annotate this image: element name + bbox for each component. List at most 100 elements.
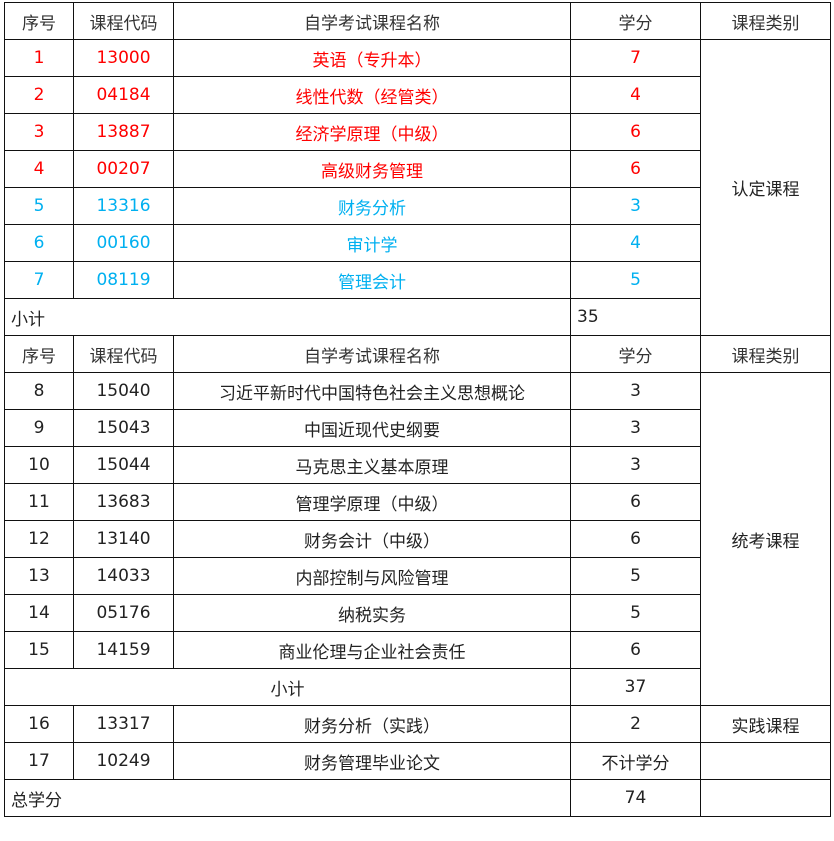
header-no: 序号 — [4, 335, 74, 373]
course-name: 财务分析 — [173, 187, 571, 225]
course-code: 13317 — [73, 705, 174, 743]
course-name: 中国近现代史纲要 — [173, 409, 571, 447]
course-credit: 6 — [570, 631, 701, 669]
course-row: 6 00160 审计学 4 — [4, 224, 831, 262]
thesis-row: 17 10249 财务管理毕业论文 不计学分 — [4, 742, 831, 780]
course-code: 14033 — [73, 557, 174, 595]
course-name: 管理学原理（中级） — [173, 483, 571, 521]
course-no: 8 — [4, 372, 74, 410]
course-code: 04184 — [73, 76, 174, 114]
course-no: 15 — [4, 631, 74, 669]
course-no: 5 — [4, 187, 74, 225]
course-credit: 5 — [570, 261, 701, 299]
header-name: 自学考试课程名称 — [173, 2, 571, 40]
total-category-empty — [700, 779, 831, 817]
course-credit: 不计学分 — [570, 742, 701, 780]
course-name: 管理会计 — [173, 261, 571, 299]
course-row: 5 13316 财务分析 3 — [4, 187, 831, 225]
course-no: 3 — [4, 113, 74, 151]
course-no: 7 — [4, 261, 74, 299]
course-code: 08119 — [73, 261, 174, 299]
course-credit: 7 — [570, 39, 701, 77]
course-no: 14 — [4, 594, 74, 632]
total-row: 总学分 74 — [4, 779, 831, 817]
course-name: 英语（专升本） — [173, 39, 571, 77]
subtotal-label: 小计 — [4, 298, 571, 336]
course-name: 经济学原理（中级） — [173, 113, 571, 151]
header-category: 课程类别 — [700, 2, 831, 40]
subtotal-row: 小计 35 — [4, 298, 831, 336]
course-no: 13 — [4, 557, 74, 595]
subtotal-row: 小计 37 — [4, 668, 831, 706]
header-code: 课程代码 — [73, 2, 174, 40]
course-no: 6 — [4, 224, 74, 262]
course-code: 15043 — [73, 409, 174, 447]
course-credit: 4 — [570, 76, 701, 114]
course-name: 线性代数（经管类） — [173, 76, 571, 114]
course-no: 4 — [4, 150, 74, 188]
course-row: 14 05176 纳税实务 5 — [4, 594, 831, 632]
course-credit: 6 — [570, 483, 701, 521]
course-code: 13000 — [73, 39, 174, 77]
course-code: 15040 — [73, 372, 174, 410]
course-credit: 3 — [570, 409, 701, 447]
course-no: 9 — [4, 409, 74, 447]
course-name: 纳税实务 — [173, 594, 571, 632]
course-name: 习近平新时代中国特色社会主义思想概论 — [173, 372, 571, 410]
course-credit: 6 — [570, 150, 701, 188]
header-row: 序号 课程代码 自学考试课程名称 学分 课程类别 — [4, 2, 831, 40]
course-no: 17 — [4, 742, 74, 780]
course-credit: 3 — [570, 187, 701, 225]
course-name: 财务会计（中级） — [173, 520, 571, 558]
course-category: 统考课程 — [700, 372, 831, 706]
course-credit: 4 — [570, 224, 701, 262]
course-code: 00160 — [73, 224, 174, 262]
subtotal-value: 35 — [570, 298, 701, 336]
course-row: 10 15044 马克思主义基本原理 3 — [4, 446, 831, 484]
course-code: 10249 — [73, 742, 174, 780]
subtotal-value: 37 — [570, 668, 701, 706]
practice-row: 16 13317 财务分析（实践） 2 实践课程 — [4, 705, 831, 743]
course-code: 05176 — [73, 594, 174, 632]
course-credit: 3 — [570, 446, 701, 484]
header-row: 序号 课程代码 自学考试课程名称 学分 课程类别 — [4, 335, 831, 373]
course-no: 12 — [4, 520, 74, 558]
course-credit: 6 — [570, 520, 701, 558]
course-name: 审计学 — [173, 224, 571, 262]
course-row: 11 13683 管理学原理（中级） 6 — [4, 483, 831, 521]
course-row: 8 15040 习近平新时代中国特色社会主义思想概论 3 统考课程 — [4, 372, 831, 706]
course-code: 14159 — [73, 631, 174, 669]
header-code: 课程代码 — [73, 335, 174, 373]
course-name: 内部控制与风险管理 — [173, 557, 571, 595]
course-name: 高级财务管理 — [173, 150, 571, 188]
course-code: 13316 — [73, 187, 174, 225]
course-row: 9 15043 中国近现代史纲要 3 — [4, 409, 831, 447]
subtotal-label: 小计 — [4, 668, 571, 706]
curriculum-table: 序号 课程代码 自学考试课程名称 学分 课程类别 1 13000 英语（专升本） 7 认定课程 2 0… — [4, 2, 831, 817]
course-no: 16 — [4, 705, 74, 743]
course-category: 实践课程 — [700, 705, 831, 743]
course-credit: 2 — [570, 705, 701, 743]
course-name: 商业伦理与企业社会责任 — [173, 631, 571, 669]
course-credit: 5 — [570, 557, 701, 595]
course-no: 2 — [4, 76, 74, 114]
header-no: 序号 — [4, 2, 74, 40]
course-code: 00207 — [73, 150, 174, 188]
total-label: 总学分 — [4, 779, 571, 817]
course-name: 马克思主义基本原理 — [173, 446, 571, 484]
course-no: 10 — [4, 446, 74, 484]
course-no: 11 — [4, 483, 74, 521]
course-credit: 3 — [570, 372, 701, 410]
course-code: 13683 — [73, 483, 174, 521]
course-code: 15044 — [73, 446, 174, 484]
course-category — [700, 742, 831, 780]
course-row: 2 04184 线性代数（经管类） 4 — [4, 76, 831, 114]
header-credit: 学分 — [570, 2, 701, 40]
header-name: 自学考试课程名称 — [173, 335, 571, 373]
course-code: 13140 — [73, 520, 174, 558]
course-row: 7 08119 管理会计 5 — [4, 261, 831, 299]
course-no: 1 — [4, 39, 74, 77]
header-credit: 学分 — [570, 335, 701, 373]
course-code: 13887 — [73, 113, 174, 151]
course-credit: 5 — [570, 594, 701, 632]
